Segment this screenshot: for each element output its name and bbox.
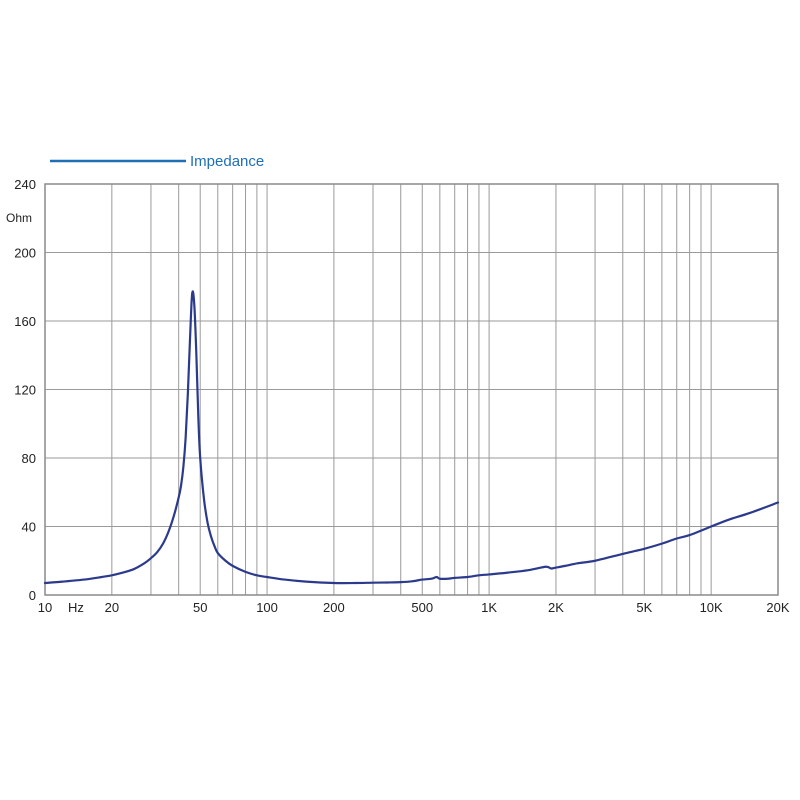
y-tick-label: 200 — [14, 246, 36, 261]
x-tick-label: 10 — [38, 600, 52, 615]
x-tick-label: 20K — [766, 600, 789, 615]
x-tick-label: 5K — [636, 600, 652, 615]
x-axis-unit-label: Hz — [68, 600, 84, 615]
x-tick-label: 50 — [193, 600, 207, 615]
impedance-series-line — [43, 290, 780, 585]
x-tick-label: 100 — [256, 600, 278, 615]
y-axis-unit-label: Ohm — [6, 211, 32, 225]
x-tick-label: 2K — [548, 600, 564, 615]
x-tick-label: 500 — [411, 600, 433, 615]
x-tick-labels: 10 20 50 100 200 500 1K 2K 5K 10K 20K — [38, 600, 790, 615]
y-tick-label: 40 — [22, 520, 36, 535]
x-tick-label: 10K — [700, 600, 723, 615]
x-tick-label: 200 — [323, 600, 345, 615]
x-tick-label: 1K — [481, 600, 497, 615]
y-tick-label: 80 — [22, 451, 36, 466]
legend: Impedance — [50, 153, 264, 170]
y-tick-label: 120 — [14, 383, 36, 398]
y-tick-labels: 0 40 80 120 160 200 240 — [14, 177, 36, 603]
y-tick-label: 240 — [14, 177, 36, 192]
legend-label-impedance: Impedance — [190, 153, 264, 170]
y-gridlines — [45, 183, 778, 596]
x-tick-label: 20 — [105, 600, 119, 615]
y-tick-label: 0 — [29, 588, 36, 603]
plot-frame — [44, 183, 779, 596]
y-tick-label: 160 — [14, 314, 36, 329]
